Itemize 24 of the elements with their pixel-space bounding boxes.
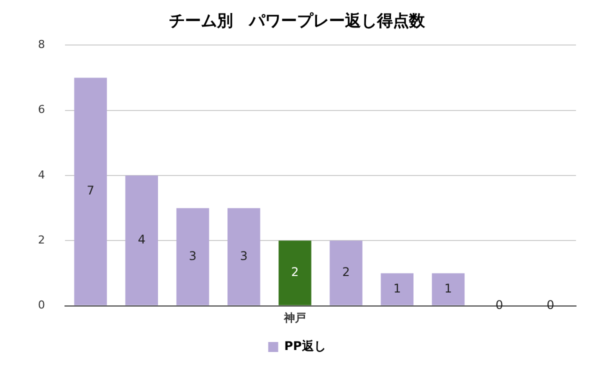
bar xyxy=(125,176,158,306)
data-label: 4 xyxy=(138,232,146,247)
y-tick-label: 6 xyxy=(38,103,45,116)
y-tick-label: 4 xyxy=(38,168,45,182)
bar xyxy=(176,208,210,306)
bar xyxy=(278,240,312,306)
bar xyxy=(227,208,260,306)
data-label: 1 xyxy=(444,281,452,296)
bar xyxy=(380,273,414,306)
data-label: 2 xyxy=(291,265,299,280)
data-label: 3 xyxy=(188,248,197,263)
y-tick-label: 2 xyxy=(38,234,45,247)
x-tick-label: 神戸 xyxy=(282,311,306,324)
data-label: 2 xyxy=(342,265,350,280)
legend-label: PP返し xyxy=(284,339,326,354)
bar xyxy=(432,273,465,306)
y-tick-label: 8 xyxy=(38,38,45,52)
bar xyxy=(74,78,107,306)
data-label: 7 xyxy=(86,184,94,198)
data-label: 3 xyxy=(240,248,248,263)
chart-title: チーム別 パワープレー返し得点数 xyxy=(169,10,426,30)
bar xyxy=(330,240,362,306)
data-label: 1 xyxy=(393,281,401,296)
y-tick-label: 0 xyxy=(38,298,45,312)
